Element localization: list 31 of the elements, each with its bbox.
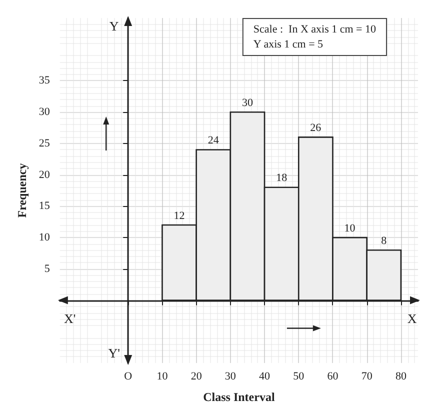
y-axis-title: Frequency [15,163,29,218]
annotation: Scale : In X axis 1 cm = 10 [253,24,376,36]
data-label: 8 [381,234,388,247]
data-label: 26 [310,122,322,134]
annotation: Y [109,18,120,34]
x-tick-label: 10 [156,370,168,382]
x-tick-label: 70 [361,370,373,382]
y-tick-label: 30 [38,106,50,118]
x-tick-label: O [124,370,132,382]
y-tick-label: 5 [44,262,50,275]
y-tick-label: 10 [38,232,50,244]
y-tick-label: 35 [38,74,50,87]
data-label: 10 [344,222,356,234]
x-tick-label: 30 [224,370,236,382]
x-tick-label: 50 [293,370,305,382]
y-tick-label: 20 [38,168,50,181]
x-tick-label: 60 [327,370,339,382]
data-label: 12 [174,210,185,222]
x-axis-title: Class Interval [203,390,276,404]
x-tick-label: 20 [190,370,202,382]
annotation: X' [64,310,76,326]
y-tick-label: 25 [38,137,50,150]
data-label: 30 [242,96,254,109]
y-tick-label: 15 [38,200,50,212]
annotation: Y' [108,346,120,360]
x-tick-label: 80 [395,370,407,382]
annotation: X [407,310,418,326]
x-tick-label: 40 [259,370,271,382]
data-label: 24 [208,134,220,147]
annotation: Y axis 1 cm = 5 [253,38,324,50]
data-label: 18 [276,172,288,184]
